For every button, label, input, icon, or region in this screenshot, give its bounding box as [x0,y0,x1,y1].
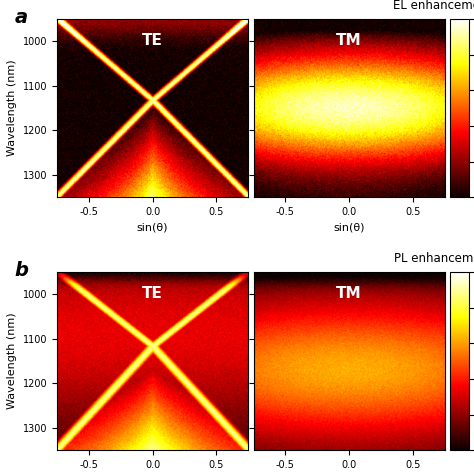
Y-axis label: Wavelength (nm): Wavelength (nm) [7,313,17,410]
Y-axis label: Wavelength (nm): Wavelength (nm) [7,60,17,156]
Text: TM: TM [337,286,362,301]
X-axis label: sin(θ): sin(θ) [333,222,365,232]
Text: TM: TM [337,33,362,48]
Text: TE: TE [142,286,163,301]
X-axis label: sin(θ): sin(θ) [137,222,168,232]
Text: b: b [15,261,29,280]
Text: TE: TE [142,33,163,48]
Text: a: a [15,8,28,27]
Title: PL enhancement: PL enhancement [394,252,474,265]
Title: EL enhancement: EL enhancement [393,0,474,12]
